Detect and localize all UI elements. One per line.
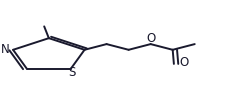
Text: S: S [68,66,75,79]
Text: N: N [1,43,10,56]
Text: O: O [146,32,155,45]
Text: O: O [179,56,188,69]
